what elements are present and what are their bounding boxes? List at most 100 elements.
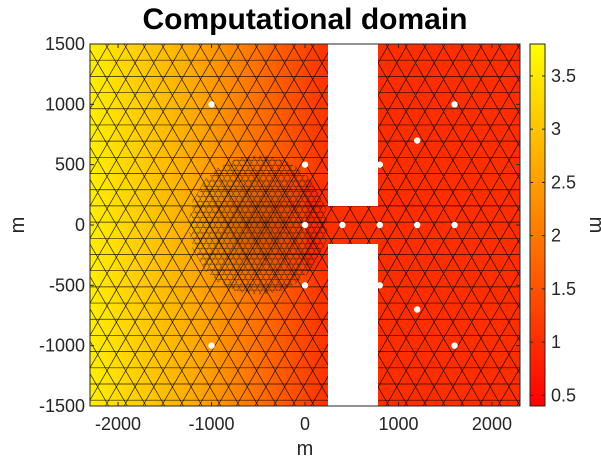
mesh-edge [90,44,184,406]
mesh-edge [227,162,297,283]
mesh-edge [237,174,305,291]
mesh-edge [90,44,278,406]
mesh-edge [253,186,316,295]
y-tick-label: 0 [75,215,85,235]
mesh-edge [194,155,250,252]
mesh-edge [441,44,520,406]
mesh-edge [210,174,278,291]
mesh-edge [232,160,301,279]
mesh-edge [295,228,328,285]
mesh-edge [192,205,243,293]
observation-point [376,161,383,168]
x-tick-label: 0 [300,414,310,434]
plot-area: -2000 -1000 0 1000 2000 -1500 -1000 -500 0 500 10… [39,34,521,434]
colorbar-tick-label: 1.5 [551,279,576,299]
observation-point [376,282,383,289]
x-tick-label: -1000 [188,414,234,434]
y-tick-label: 1500 [45,34,85,54]
observation-point [301,161,309,168]
mesh-edge [192,247,207,272]
mesh-edge [90,44,240,406]
mesh-edge [90,44,166,406]
observation-point [451,101,458,108]
mesh-edge [90,44,259,406]
mesh-edge [203,183,268,295]
observation-point [339,221,346,229]
mesh-edge [460,44,520,406]
mesh-edge [90,44,147,406]
mesh-edge [422,44,520,406]
mesh-edge [248,181,313,293]
mesh-edge [366,44,520,406]
observation-points [208,101,458,349]
refined-mesh-zone [183,145,333,305]
y-tick-label: -1500 [39,396,85,416]
mesh-edge [218,162,288,283]
observation-point [376,221,383,229]
mesh-edge [422,44,520,406]
colorbar-scale [529,43,546,407]
colorbar-tick-label: 3 [551,119,561,139]
colorbar-tick-label: 2.5 [551,172,576,192]
y-tick-label: -1000 [39,336,85,356]
x-axis-label: m [297,438,314,459]
y-tick-label: 500 [55,155,85,175]
mesh-edge [242,178,309,293]
mesh-edge [189,231,219,283]
mesh-edge [90,44,166,406]
mesh-edge [90,44,222,406]
y-tick-label: -500 [49,275,85,295]
colorbar: 0.5 1 1.5 2 2.5 3 3.5 [529,43,576,407]
y-axis-label: m [7,217,29,234]
mesh-edge [227,167,297,288]
chart-title: Computational domain [143,3,468,36]
mesh-edge [90,44,203,406]
mesh-edge [306,174,327,210]
mesh-edge [478,44,520,406]
mesh-edge [286,160,328,233]
mesh-edge [189,167,219,219]
observation-point [451,342,458,349]
mesh-edge [223,165,293,286]
observation-point [301,282,309,289]
mesh-edge [190,212,236,291]
mesh-edge [295,165,328,222]
mesh-edge [242,157,309,272]
mesh-edge [259,191,319,295]
mesh-edge [197,155,256,257]
mesh-edge [404,44,520,406]
mesh-edge [189,221,228,288]
colorbar-label: m [585,217,601,234]
mesh-edge [248,157,313,269]
colorbar-ticks: 0.5 1 1.5 2 2.5 3 3.5 [530,66,576,405]
observation-point [301,221,309,229]
mesh-edge [254,44,465,406]
mesh-edge [279,209,327,291]
mesh-edge [90,44,184,406]
mesh-edge [197,193,256,295]
mesh-edge [190,159,236,238]
x-axis-ticks: -2000 -1000 0 1000 2000 [95,44,512,434]
mesh-edge [279,159,327,241]
mesh-edge [292,44,502,406]
mesh-edge [265,155,322,253]
x-tick-label: 1000 [378,414,418,434]
observation-point [413,221,421,229]
mesh-edge [306,240,327,276]
observation-point [208,101,215,108]
colorbar-tick-label: 0.5 [551,385,576,405]
observation-point [208,342,215,349]
mesh-edge [192,157,243,245]
mesh-edge [259,155,319,259]
mesh-edge [90,44,147,406]
y-axis-ticks: -1500 -1000 -500 0 500 1000 1500 [39,34,520,416]
mesh-edge [200,188,262,295]
colorbar-tick-label: 1 [551,332,561,352]
mesh-edge [478,44,520,406]
mesh-edge [194,198,250,295]
mesh-edge [272,202,325,293]
mesh-edge [223,164,293,285]
mesh-edge [189,162,228,229]
mesh-edge [192,178,207,203]
